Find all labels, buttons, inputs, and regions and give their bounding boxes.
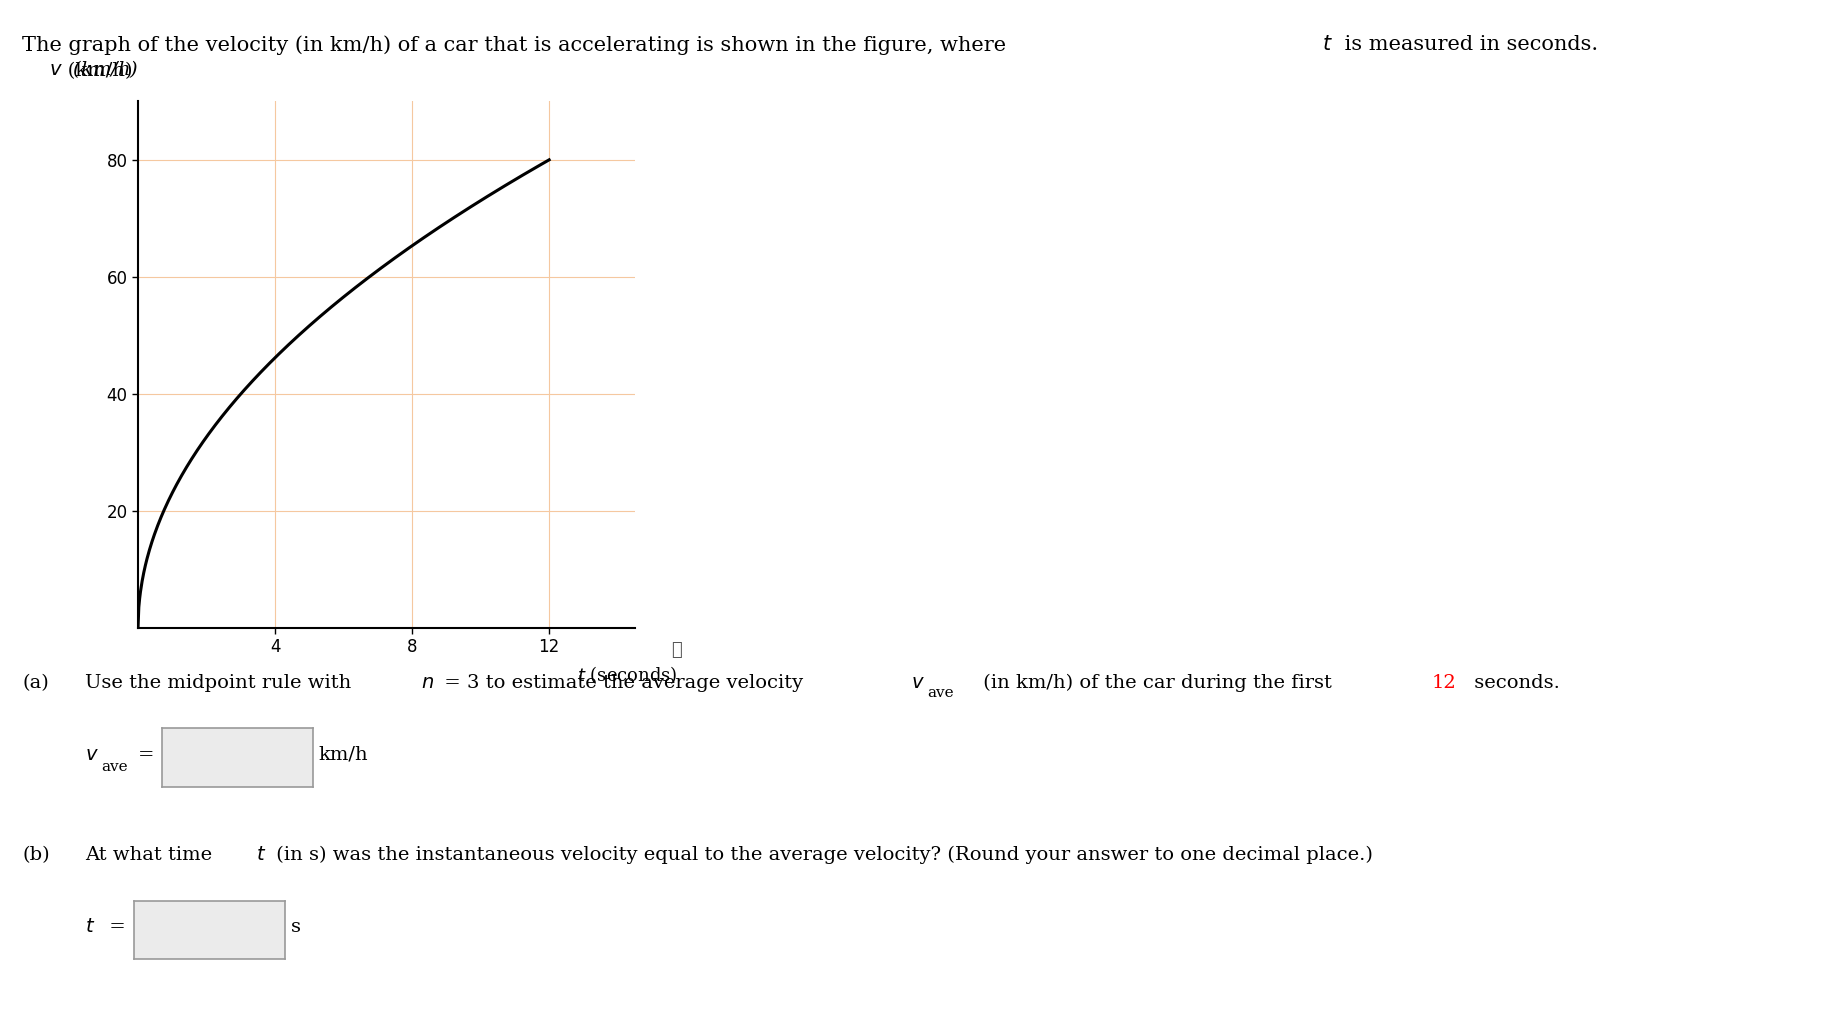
Text: The graph of the velocity (in km/h) of a car that is accelerating is shown in th: The graph of the velocity (in km/h) of a… [22,35,1011,55]
Text: $v$: $v$ [85,746,97,764]
Text: = 3 to estimate the average velocity: = 3 to estimate the average velocity [438,674,809,692]
Text: is measured in seconds.: is measured in seconds. [1337,35,1596,55]
Text: $t$: $t$ [1322,35,1331,55]
Text: $n$: $n$ [421,674,434,692]
Text: 12: 12 [1431,674,1455,692]
Text: $v$  (km/h): $v$ (km/h) [48,59,138,80]
Text: $v$: $v$ [910,674,923,692]
Text: seconds.: seconds. [1468,674,1559,692]
Text: Use the midpoint rule with: Use the midpoint rule with [85,674,357,692]
Text: =: = [103,918,125,936]
Text: (km/h): (km/h) [48,62,132,80]
Text: ave: ave [927,686,953,700]
Text: At what time: At what time [85,846,217,864]
Text: (b): (b) [22,846,50,864]
Text: $t$ (seconds): $t$ (seconds) [576,664,677,686]
Text: ave: ave [101,760,127,774]
Text: s: s [291,918,300,936]
Text: (in km/h) of the car during the first: (in km/h) of the car during the first [977,674,1337,692]
Text: $t$: $t$ [85,918,96,936]
Text: km/h: km/h [318,746,368,764]
Text: (a): (a) [22,674,50,692]
Text: (in s) was the instantaneous velocity equal to the average velocity? (Round your: (in s) was the instantaneous velocity eq… [270,846,1372,864]
Text: =: = [138,746,154,764]
Text: ⓘ: ⓘ [671,641,682,659]
Text: $t$: $t$ [256,846,267,864]
